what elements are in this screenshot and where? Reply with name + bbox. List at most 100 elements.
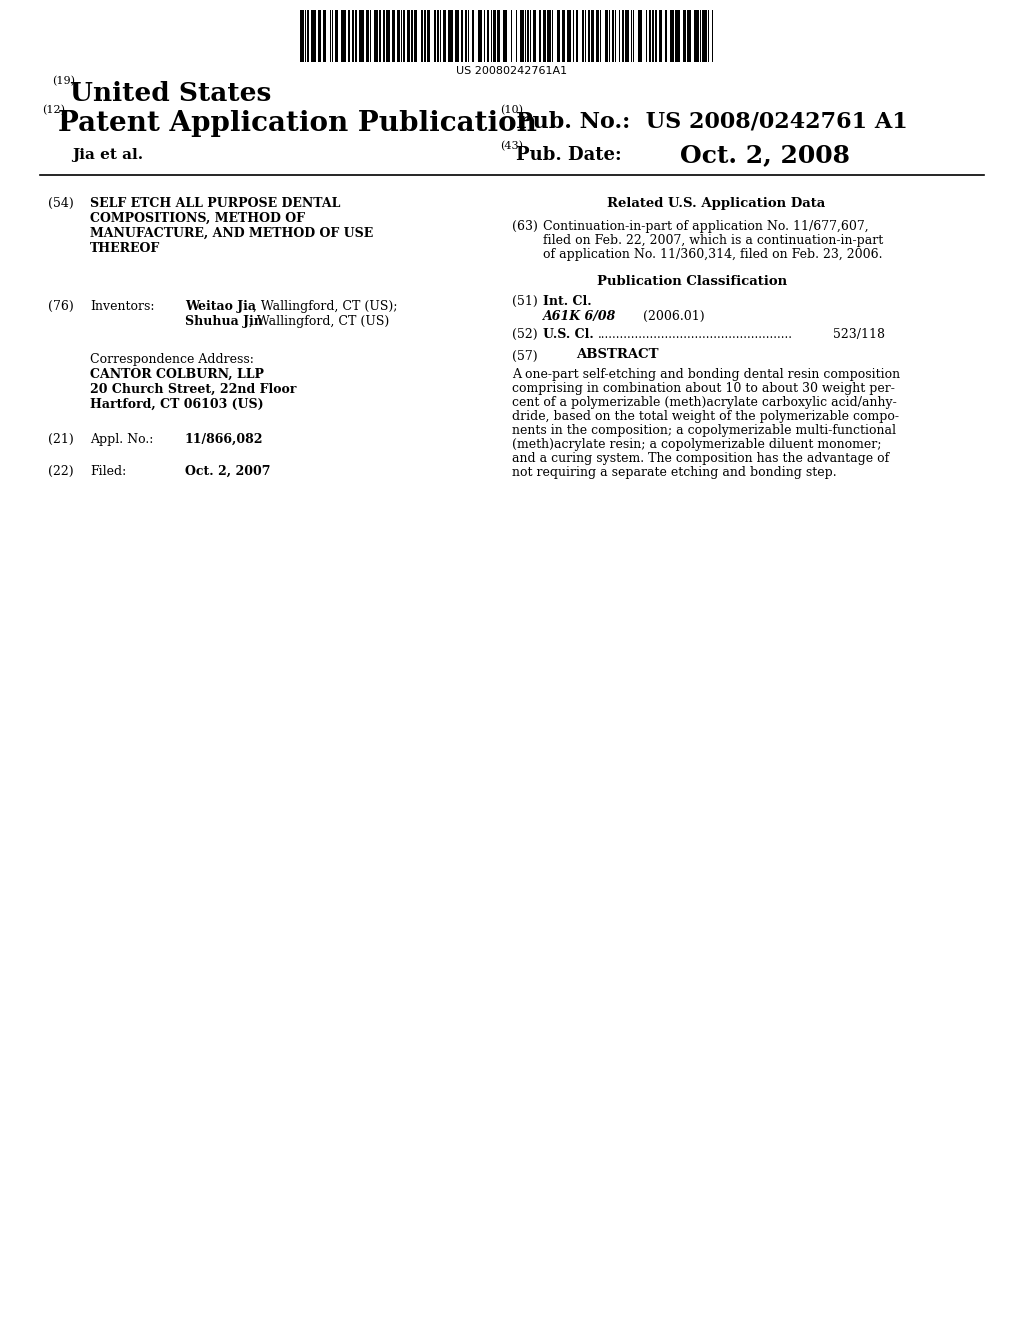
Bar xyxy=(493,11,496,62)
Bar xyxy=(683,11,686,62)
Text: (57): (57) xyxy=(512,350,538,363)
Text: of application No. 11/360,314, filed on Feb. 23, 2006.: of application No. 11/360,314, filed on … xyxy=(543,248,883,261)
Bar xyxy=(675,11,680,62)
Bar xyxy=(359,11,364,62)
Bar xyxy=(687,11,691,62)
Bar xyxy=(478,11,482,62)
Text: comprising in combination about 10 to about 30 weight per-: comprising in combination about 10 to ab… xyxy=(512,381,895,395)
Text: Weitao Jia: Weitao Jia xyxy=(185,300,256,313)
Bar xyxy=(622,11,624,62)
Text: Hartford, CT 06103 (US): Hartford, CT 06103 (US) xyxy=(90,399,263,411)
Bar xyxy=(311,11,316,62)
Text: COMPOSITIONS, METHOD OF: COMPOSITIONS, METHOD OF xyxy=(90,213,305,224)
Bar xyxy=(659,11,662,62)
Text: ABSTRACT: ABSTRACT xyxy=(575,348,658,360)
Text: U.S. Cl.: U.S. Cl. xyxy=(543,327,594,341)
Text: A one-part self-etching and bonding dental resin composition: A one-part self-etching and bonding dent… xyxy=(512,368,900,381)
Bar xyxy=(503,11,507,62)
Bar xyxy=(638,11,642,62)
Bar xyxy=(455,11,459,62)
Bar xyxy=(625,11,629,62)
Text: ....................................................: ........................................… xyxy=(598,327,793,341)
Text: and a curing system. The composition has the advantage of: and a curing system. The composition has… xyxy=(512,451,889,465)
Bar xyxy=(434,11,436,62)
Bar xyxy=(497,11,500,62)
Text: (10): (10) xyxy=(500,104,523,115)
Bar xyxy=(318,11,321,62)
Bar xyxy=(424,11,426,62)
Text: Inventors:: Inventors: xyxy=(90,300,155,313)
Bar xyxy=(348,11,350,62)
Bar xyxy=(461,11,463,62)
Bar xyxy=(665,11,667,62)
Bar xyxy=(386,11,390,62)
Bar xyxy=(547,11,551,62)
Text: Publication Classification: Publication Classification xyxy=(597,275,787,288)
Bar xyxy=(472,11,474,62)
Bar xyxy=(591,11,594,62)
Bar xyxy=(487,11,489,62)
Text: United States: United States xyxy=(70,81,271,106)
Text: Patent Application Publication: Patent Application Publication xyxy=(58,110,537,137)
Bar xyxy=(427,11,430,62)
Text: (2006.01): (2006.01) xyxy=(643,310,705,323)
Text: Correspondence Address:: Correspondence Address: xyxy=(90,352,254,366)
Text: (19): (19) xyxy=(52,75,75,86)
Text: Int. Cl.: Int. Cl. xyxy=(543,294,592,308)
Text: (43): (43) xyxy=(500,141,523,150)
Text: THEREOF: THEREOF xyxy=(90,242,160,255)
Text: Filed:: Filed: xyxy=(90,465,126,478)
Bar xyxy=(582,11,584,62)
Text: 523/118: 523/118 xyxy=(833,327,885,341)
Text: (22): (22) xyxy=(48,465,74,478)
Text: Pub. No.:  US 2008/0242761 A1: Pub. No.: US 2008/0242761 A1 xyxy=(516,110,907,132)
Bar xyxy=(414,11,417,62)
Text: (12): (12) xyxy=(42,104,65,115)
Bar xyxy=(437,11,439,62)
Bar xyxy=(567,11,571,62)
Bar xyxy=(421,11,423,62)
Text: MANUFACTURE, AND METHOD OF USE: MANUFACTURE, AND METHOD OF USE xyxy=(90,227,374,240)
Text: (meth)acrylate resin; a copolymerizable diluent monomer;: (meth)acrylate resin; a copolymerizable … xyxy=(512,438,882,451)
Text: , Wallingford, CT (US);: , Wallingford, CT (US); xyxy=(253,300,397,313)
Text: (52): (52) xyxy=(512,327,538,341)
Bar xyxy=(403,11,406,62)
Bar xyxy=(383,11,385,62)
Text: Related U.S. Application Data: Related U.S. Application Data xyxy=(607,197,825,210)
Bar xyxy=(323,11,326,62)
Text: Oct. 2, 2007: Oct. 2, 2007 xyxy=(185,465,270,478)
Text: nents in the composition; a copolymerizable multi-functional: nents in the composition; a copolymeriza… xyxy=(512,424,896,437)
Bar xyxy=(702,11,707,62)
Text: dride, based on the total weight of the polymerizable compo-: dride, based on the total weight of the … xyxy=(512,411,899,422)
Text: Continuation-in-part of application No. 11/677,607,: Continuation-in-part of application No. … xyxy=(543,220,868,234)
Bar xyxy=(670,11,674,62)
Text: CANTOR COLBURN, LLP: CANTOR COLBURN, LLP xyxy=(90,368,264,381)
Text: (63): (63) xyxy=(512,220,538,234)
Text: Appl. No.:: Appl. No.: xyxy=(90,433,154,446)
Text: cent of a polymerizable (meth)acrylate carboxylic acid/anhy-: cent of a polymerizable (meth)acrylate c… xyxy=(512,396,897,409)
Bar xyxy=(352,11,354,62)
Text: (76): (76) xyxy=(48,300,74,313)
Bar xyxy=(341,11,346,62)
Bar xyxy=(562,11,565,62)
Text: , Wallingford, CT (US): , Wallingford, CT (US) xyxy=(249,315,389,327)
Bar xyxy=(411,11,413,62)
Bar xyxy=(612,11,614,62)
Bar xyxy=(694,11,699,62)
Bar xyxy=(534,11,536,62)
Bar xyxy=(596,11,599,62)
Bar xyxy=(407,11,410,62)
Text: Oct. 2, 2008: Oct. 2, 2008 xyxy=(680,143,850,168)
Text: 11/866,082: 11/866,082 xyxy=(185,433,263,446)
Bar xyxy=(392,11,395,62)
Text: Pub. Date:: Pub. Date: xyxy=(516,147,622,164)
Text: (51): (51) xyxy=(512,294,538,308)
Text: filed on Feb. 22, 2007, which is a continuation-in-part: filed on Feb. 22, 2007, which is a conti… xyxy=(543,234,884,247)
Bar xyxy=(575,11,578,62)
Bar xyxy=(605,11,608,62)
Bar xyxy=(557,11,560,62)
Bar xyxy=(465,11,467,62)
Bar xyxy=(366,11,369,62)
Text: not requiring a separate etching and bonding step.: not requiring a separate etching and bon… xyxy=(512,466,837,479)
Text: Jia et al.: Jia et al. xyxy=(72,148,143,162)
